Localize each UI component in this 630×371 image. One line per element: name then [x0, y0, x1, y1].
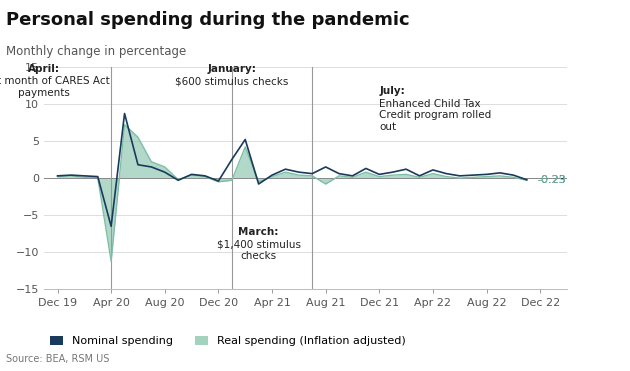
Text: Monthly change in percentage: Monthly change in percentage: [6, 45, 186, 58]
Text: Source: BEA, RSM US: Source: BEA, RSM US: [6, 354, 110, 364]
Text: Enhanced Child Tax
Credit program rolled
out: Enhanced Child Tax Credit program rolled…: [379, 99, 491, 132]
Text: First month of CARES Act
payments: First month of CARES Act payments: [0, 76, 110, 98]
Text: January:: January:: [207, 64, 256, 74]
Text: April:: April:: [28, 64, 60, 74]
Text: $600 stimulus checks: $600 stimulus checks: [175, 76, 289, 86]
Text: -0.23: -0.23: [537, 175, 566, 185]
Legend: Nominal spending, Real spending (Inflation adjusted): Nominal spending, Real spending (Inflati…: [50, 336, 406, 346]
Text: Personal spending during the pandemic: Personal spending during the pandemic: [6, 11, 410, 29]
Text: July:: July:: [379, 86, 405, 96]
Text: March:: March:: [238, 227, 279, 237]
Text: $1,400 stimulus
checks: $1,400 stimulus checks: [217, 240, 301, 261]
Text: -0.29: -0.29: [537, 175, 566, 185]
